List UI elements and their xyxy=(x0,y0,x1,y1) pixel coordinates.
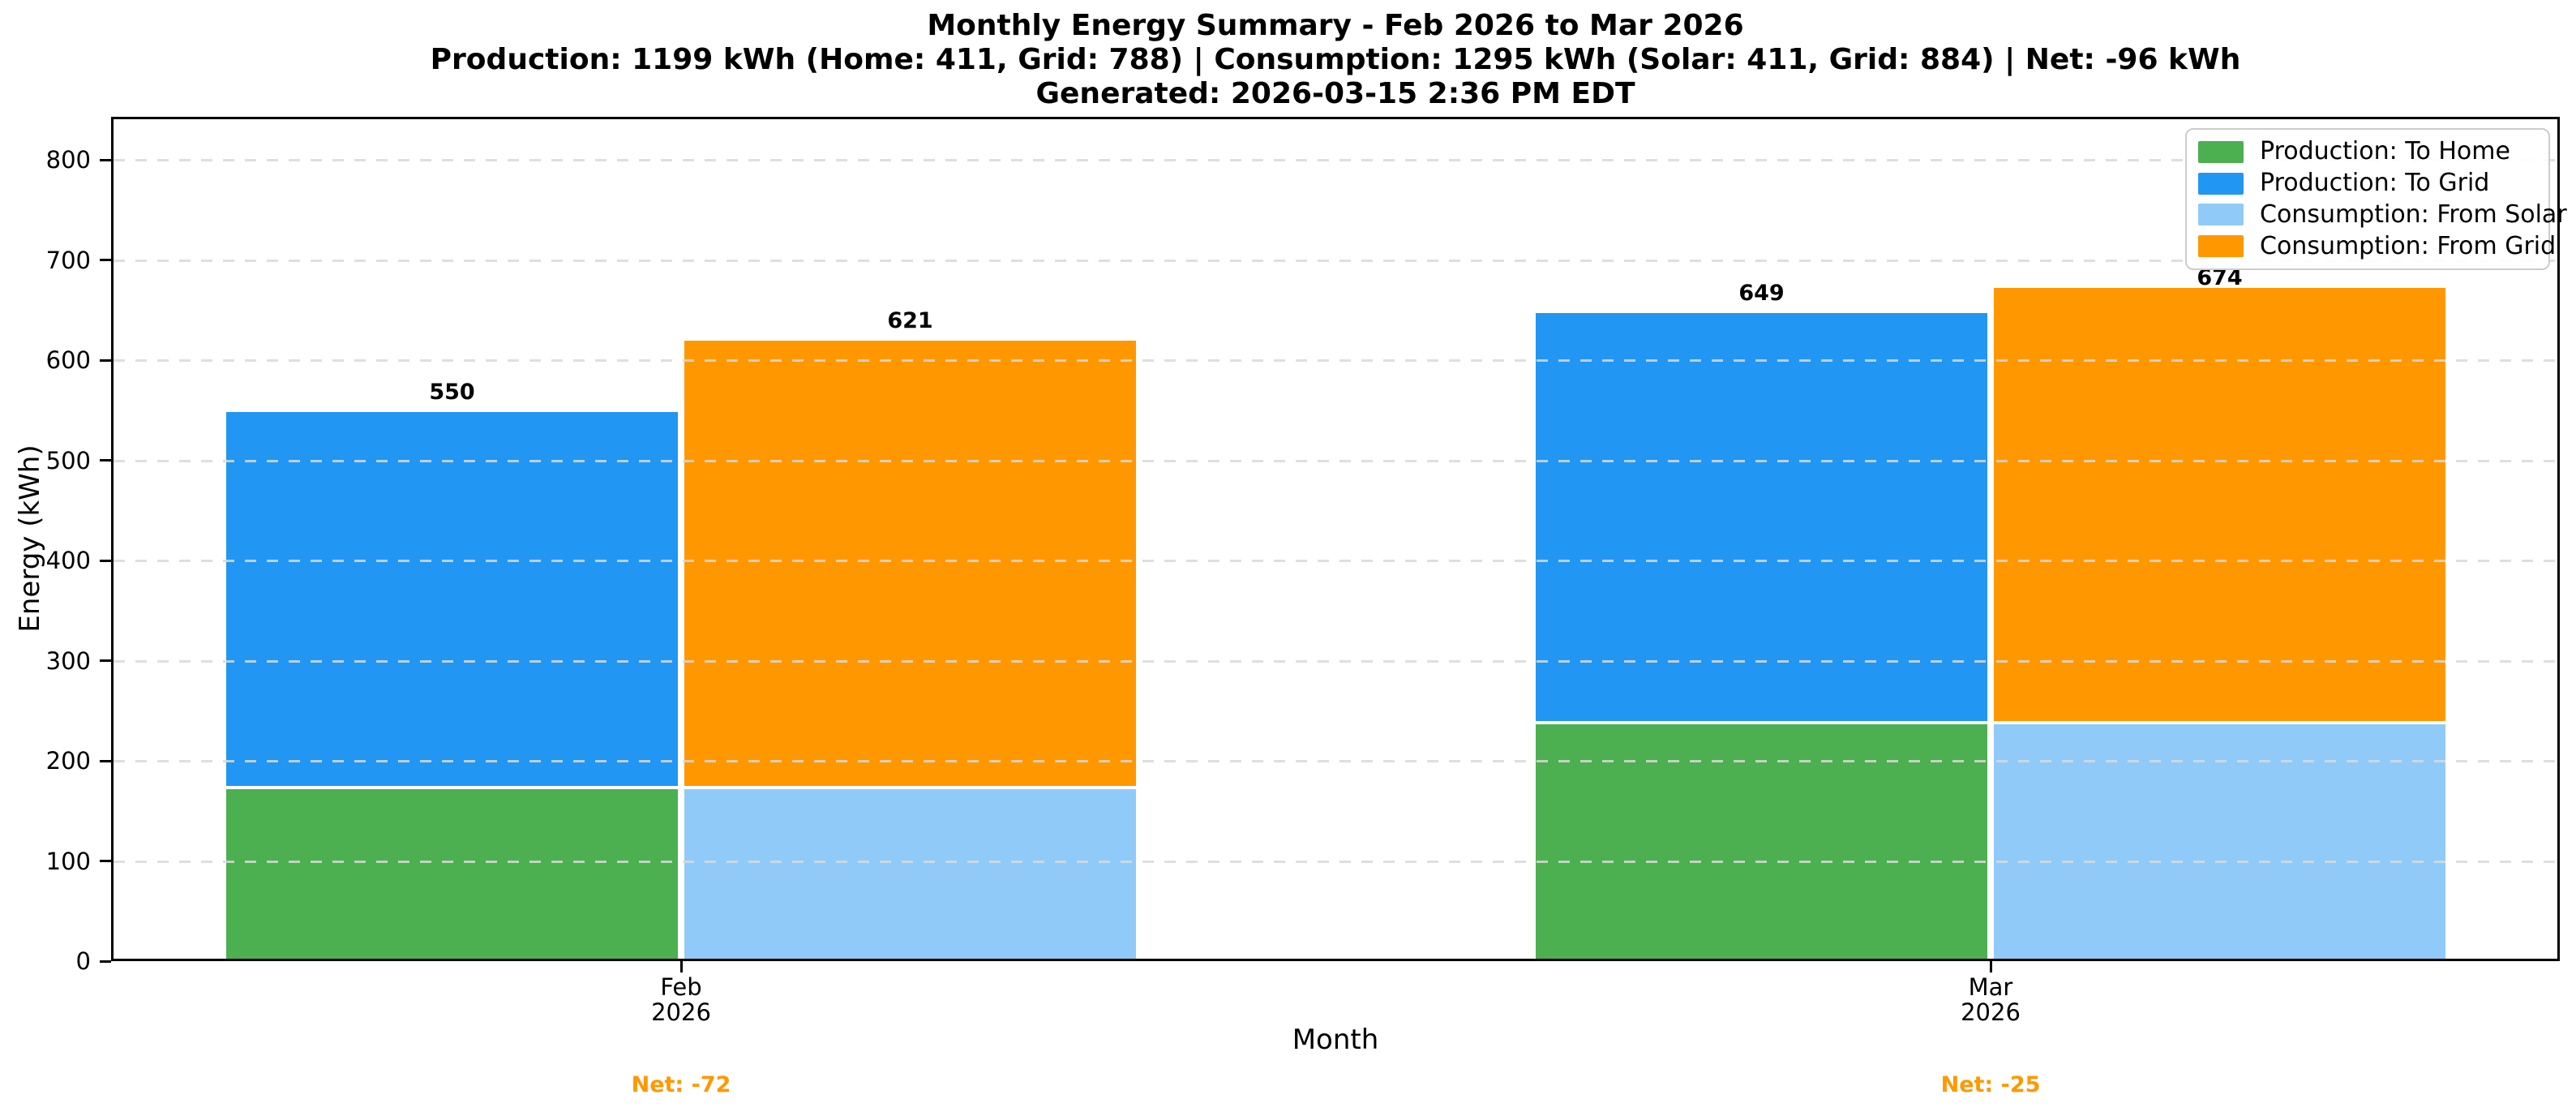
y-tick-label-400: 400 xyxy=(45,547,91,575)
chart-generated-timestamp: Generated: 2026-03-15 2:36 PM EDT xyxy=(1035,77,1635,110)
y-tick-label-800: 800 xyxy=(45,146,91,174)
y-tick-label-600: 600 xyxy=(45,346,91,375)
y-tick-mark-200 xyxy=(100,759,111,762)
y-tick-label-100: 100 xyxy=(45,847,91,875)
y-tick-label-200: 200 xyxy=(45,747,91,775)
legend-swatch-consumption-from-solar xyxy=(2198,204,2244,226)
legend-label-consumption-from-solar: Consumption: From Solar xyxy=(2260,200,2567,229)
bar-segment-feb-production-to-grid xyxy=(225,410,679,788)
gridline-100 xyxy=(114,860,2557,863)
y-tick-label-300: 300 xyxy=(45,646,91,675)
y-tick-mark-500 xyxy=(100,459,111,462)
x-tick-mark-0 xyxy=(679,961,683,972)
bar-segment-mar-production-to-grid xyxy=(1534,311,1989,723)
y-tick-mark-0 xyxy=(100,960,111,963)
x-axis-label: Month xyxy=(1292,1024,1379,1056)
chart-title: Monthly Energy Summary - Feb 2026 to Mar… xyxy=(927,9,1744,42)
bar-total-label-production-1: 649 xyxy=(1738,280,1785,306)
gridline-400 xyxy=(114,560,2557,563)
net-label-0: Net: -72 xyxy=(631,1072,731,1097)
y-tick-mark-300 xyxy=(100,659,111,663)
bar-segment-feb-production-to-home xyxy=(225,788,679,961)
gridline-300 xyxy=(114,659,2557,663)
bar-segment-mar-consumption-from-grid xyxy=(1992,286,2447,723)
gridline-700 xyxy=(114,259,2557,262)
legend-label-production-to-home: Production: To Home xyxy=(2260,137,2510,166)
legend-swatch-consumption-from-grid xyxy=(2198,235,2244,258)
bar-total-label-consumption-0: 621 xyxy=(887,308,933,334)
legend: Production: To Home Production: To Grid Co… xyxy=(2185,128,2567,270)
y-tick-mark-400 xyxy=(100,559,111,562)
legend-item-production-to-home: Production: To Home xyxy=(2198,138,2537,165)
legend-item-consumption-from-solar: Consumption: From Solar xyxy=(2198,200,2567,229)
gridline-600 xyxy=(114,359,2557,363)
legend-swatch-production-to-home xyxy=(2198,140,2244,163)
legend-item-consumption-from-grid: Consumption: From Grid xyxy=(2198,232,2556,260)
legend-item-production-to-grid: Production: To Grid xyxy=(2198,170,2537,197)
x-tick-mark-1 xyxy=(1989,961,1992,972)
x-tick-label-1: Mar 2026 xyxy=(1961,973,2021,1026)
legend-swatch-production-to-grid xyxy=(2198,172,2244,195)
y-tick-mark-800 xyxy=(100,158,111,161)
y-tick-mark-700 xyxy=(100,259,111,262)
bar-segment-mar-consumption-from-solar xyxy=(1992,723,2447,961)
y-tick-mark-100 xyxy=(100,860,111,862)
legend-label-consumption-from-grid: Consumption: From Grid xyxy=(2260,231,2557,260)
gridline-800 xyxy=(114,159,2557,162)
bar-segment-feb-consumption-from-solar xyxy=(683,788,1138,961)
bar-segment-feb-consumption-from-grid xyxy=(683,339,1138,788)
x-tick-label-0: Feb 2026 xyxy=(651,973,711,1026)
net-label-1: Net: -25 xyxy=(1940,1072,2041,1097)
y-tick-mark-600 xyxy=(100,359,111,362)
y-tick-label-500: 500 xyxy=(45,446,91,474)
chart-subtitle: Production: 1199 kWh (Home: 411, Grid: 7… xyxy=(430,43,2241,76)
gridline-500 xyxy=(114,459,2557,462)
bar-total-label-production-0: 550 xyxy=(429,379,475,405)
bar-segment-mar-production-to-home xyxy=(1534,723,1989,961)
gridline-200 xyxy=(114,760,2557,763)
y-tick-label-700: 700 xyxy=(45,246,91,274)
legend-label-production-to-grid: Production: To Grid xyxy=(2260,169,2490,198)
y-tick-label-0: 0 xyxy=(75,947,91,975)
